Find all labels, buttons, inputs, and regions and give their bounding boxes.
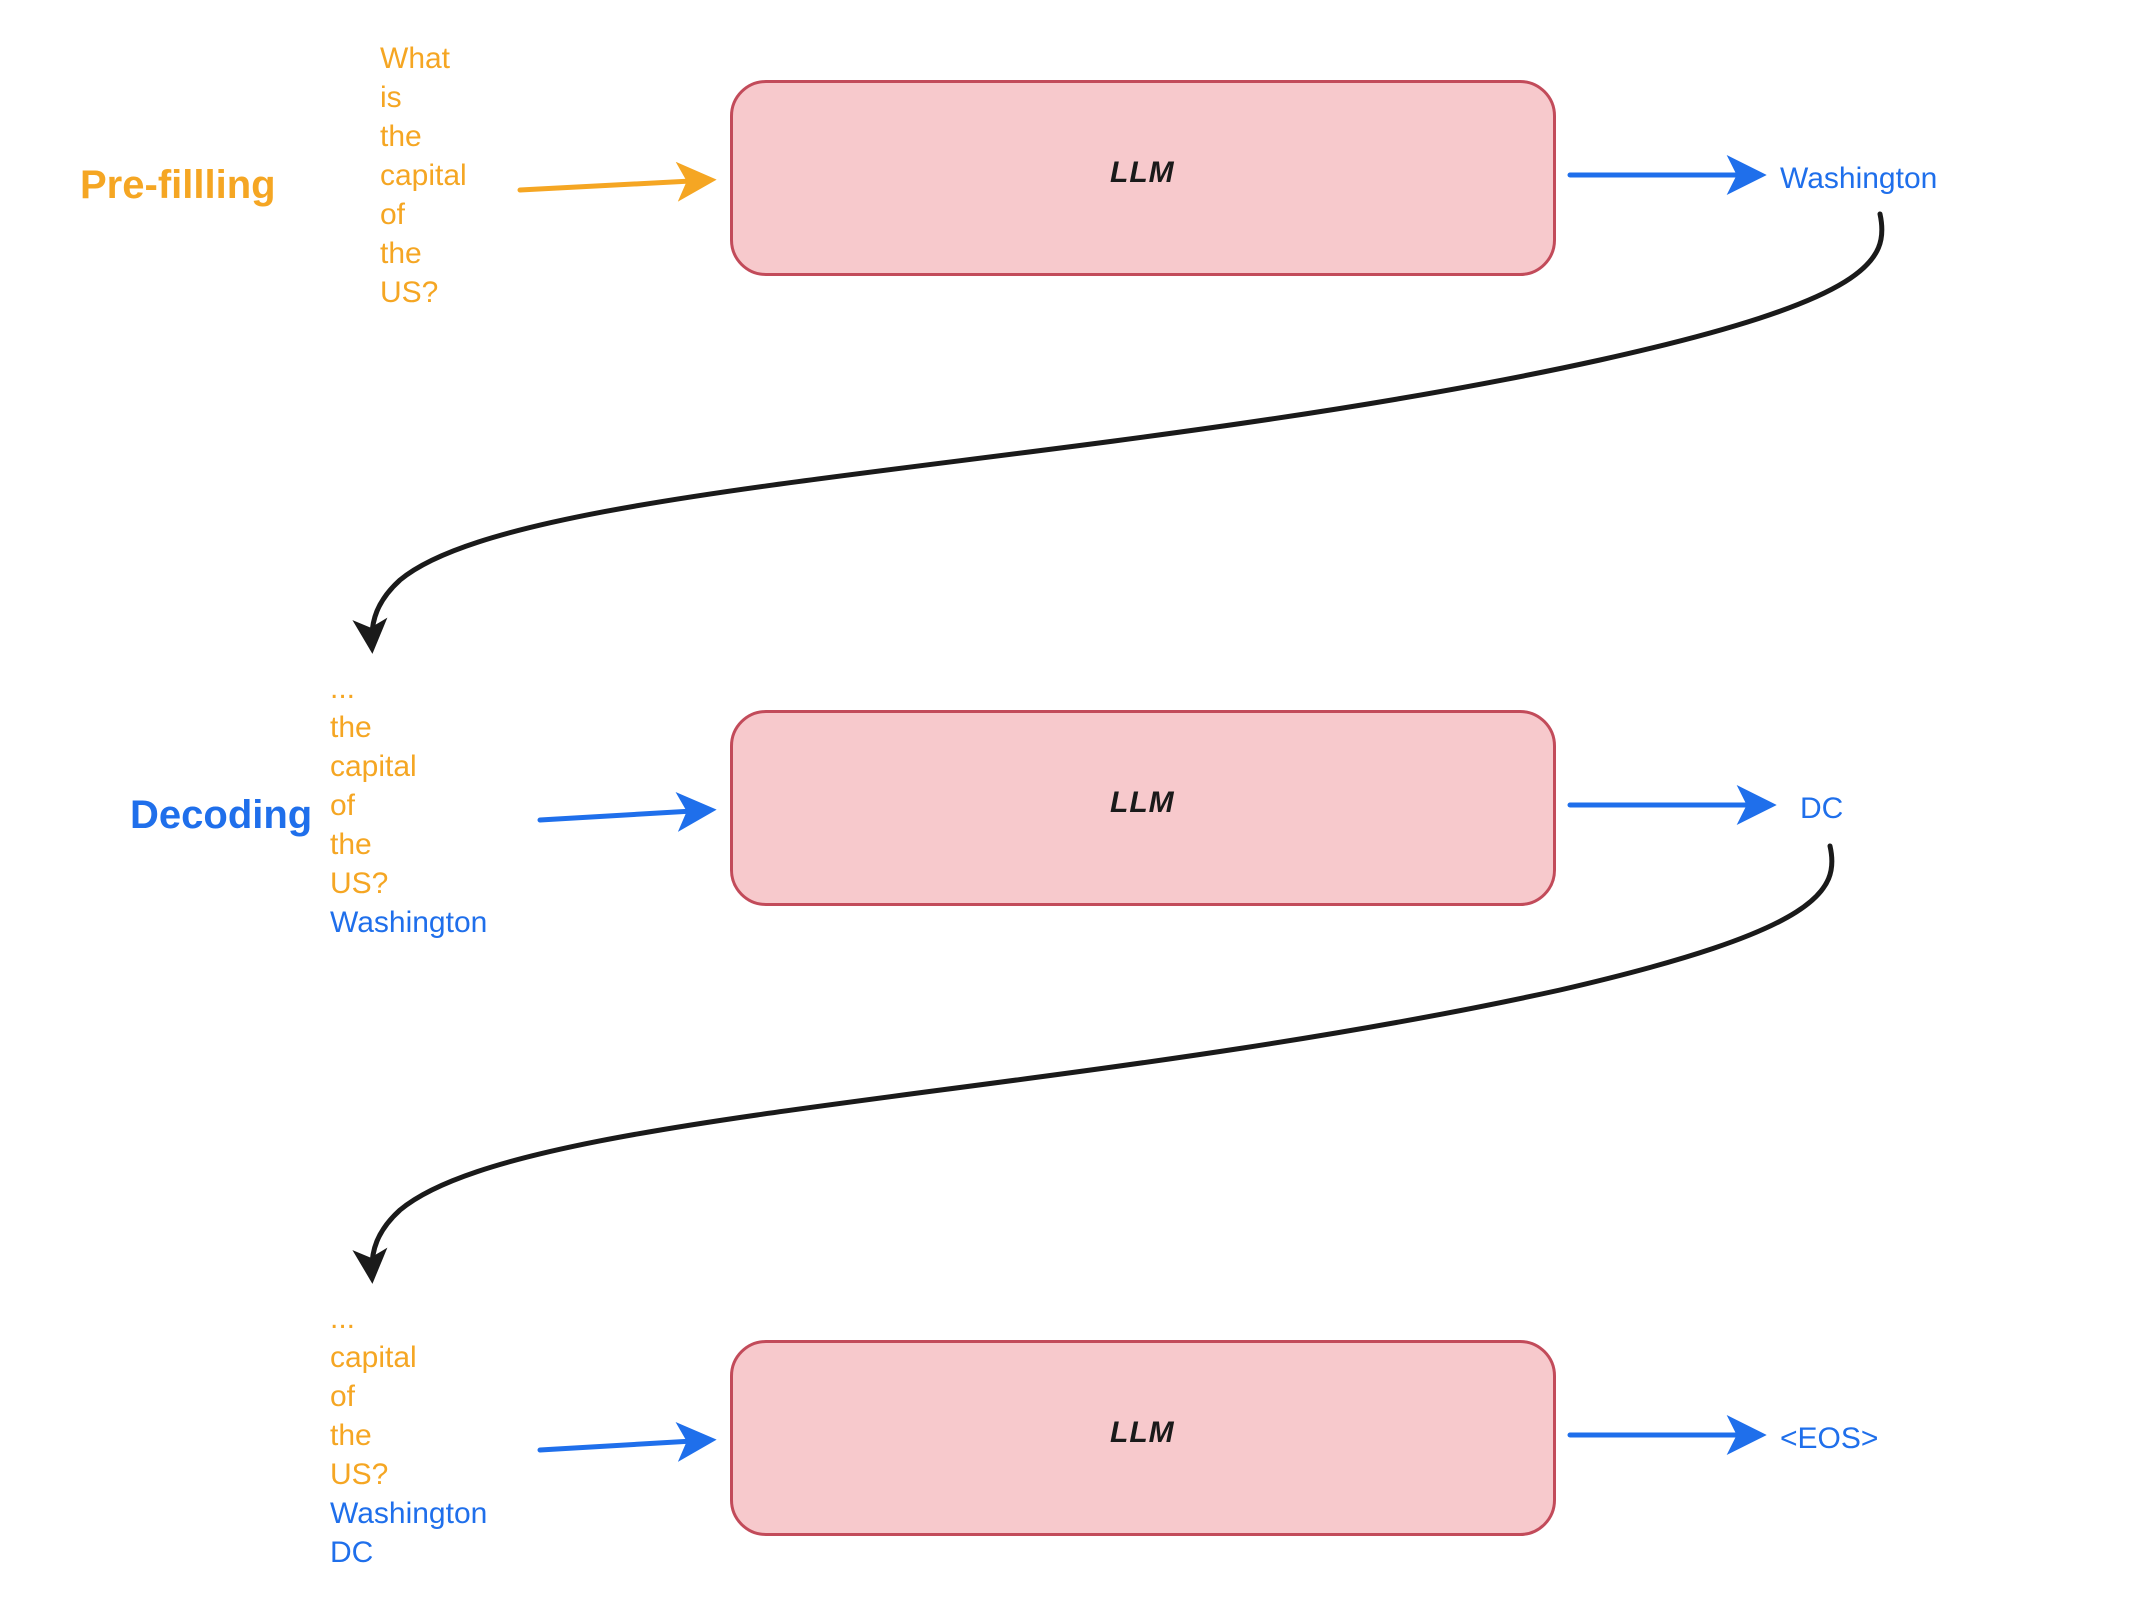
stage2-input-token-2: capital (330, 748, 417, 786)
stage2-input-token-0: ... (330, 670, 355, 708)
stage1-input-token-3: capital (380, 157, 467, 195)
stage2-input-token-5: US? (330, 865, 388, 903)
stage1-input-token-6: US? (380, 274, 438, 312)
stage1-output: Washington (1780, 160, 1937, 198)
stage2-input-token-3: of (330, 787, 355, 825)
decoding-label: Decoding (130, 790, 312, 840)
stage3-input-token-1: capital (330, 1339, 417, 1377)
stage2-input-token-4: the (330, 826, 372, 864)
stage3-output: <EOS> (1780, 1420, 1878, 1458)
prefilling-label: Pre-fillling (80, 160, 276, 210)
stage1-input-token-2: the (380, 118, 422, 156)
stage2-input-token-1: the (330, 709, 372, 747)
stage1-llm-label: LLM (1110, 154, 1175, 192)
stage3-input-token-5: Washington (330, 1495, 487, 1533)
stage1-input-token-0: What (380, 40, 450, 78)
stage3-input-token-4: US? (330, 1456, 388, 1494)
stage3-input-token-0: ... (330, 1300, 355, 1338)
stage3-input-token-2: of (330, 1378, 355, 1416)
stage1-input-token-1: is (380, 79, 402, 117)
stage2-llm-label: LLM (1110, 784, 1175, 822)
stage1-input-token-4: of (380, 196, 405, 234)
stage3-input-token-3: the (330, 1417, 372, 1455)
diagram-canvas: Pre-filllingDecodingWhatisthecapitalofth… (0, 0, 2143, 1604)
stage2-output: DC (1800, 790, 1843, 828)
stage3-input-token-6: DC (330, 1534, 373, 1572)
stage2-input-token-6: Washington (330, 904, 487, 942)
stage1-input-token-5: the (380, 235, 422, 273)
stage3-llm-label: LLM (1110, 1414, 1175, 1452)
